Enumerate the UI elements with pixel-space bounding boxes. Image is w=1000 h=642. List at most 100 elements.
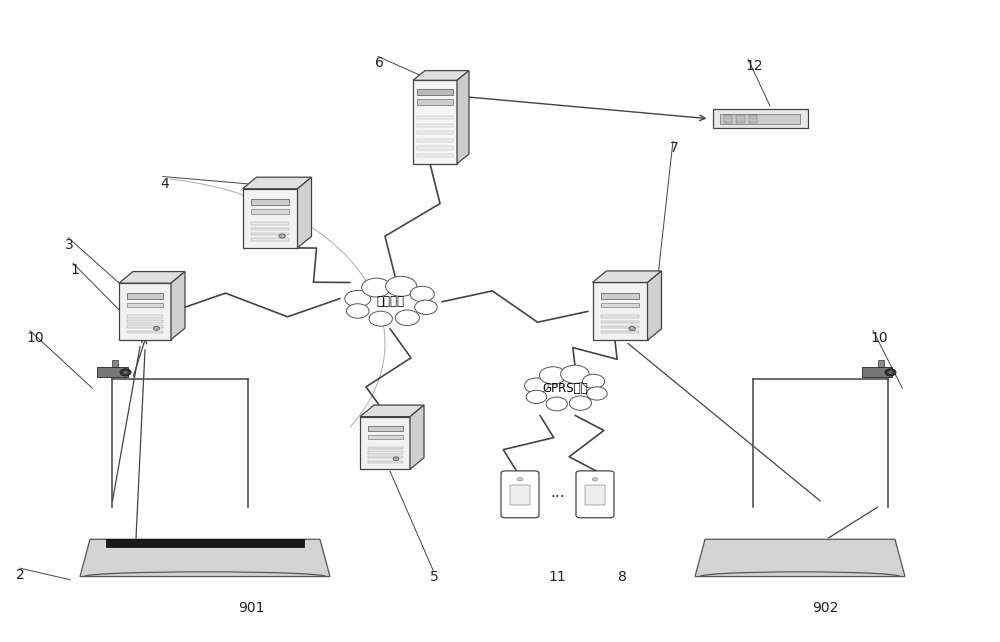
Bar xyxy=(127,315,163,318)
Bar xyxy=(127,320,163,323)
Circle shape xyxy=(569,396,591,410)
Bar xyxy=(736,114,745,123)
Bar xyxy=(592,282,648,340)
Circle shape xyxy=(153,326,160,331)
Bar xyxy=(601,331,639,333)
Bar xyxy=(720,114,800,124)
Bar xyxy=(417,146,453,150)
Circle shape xyxy=(629,327,635,331)
Bar xyxy=(119,283,171,340)
Bar xyxy=(368,451,402,453)
Bar xyxy=(251,209,289,214)
Bar xyxy=(417,89,453,95)
Text: 10: 10 xyxy=(870,331,888,345)
Ellipse shape xyxy=(340,280,440,324)
Circle shape xyxy=(120,369,131,376)
Circle shape xyxy=(386,276,417,297)
Text: 6: 6 xyxy=(375,56,384,71)
Circle shape xyxy=(888,371,893,374)
Bar xyxy=(243,189,298,248)
Bar xyxy=(413,80,457,164)
Polygon shape xyxy=(648,271,662,340)
Polygon shape xyxy=(298,177,312,248)
Circle shape xyxy=(885,369,896,376)
Circle shape xyxy=(539,367,566,384)
Bar xyxy=(585,485,605,505)
Circle shape xyxy=(395,310,419,325)
Polygon shape xyxy=(171,272,185,340)
Polygon shape xyxy=(413,71,469,80)
Text: 7: 7 xyxy=(670,141,679,155)
Bar xyxy=(97,367,128,377)
Circle shape xyxy=(526,390,547,403)
Bar xyxy=(417,99,453,105)
Circle shape xyxy=(583,374,605,388)
Bar xyxy=(749,114,757,123)
Bar xyxy=(601,303,639,307)
Bar xyxy=(112,360,118,369)
Circle shape xyxy=(415,300,437,315)
Bar xyxy=(417,124,453,127)
Polygon shape xyxy=(410,405,424,469)
Circle shape xyxy=(561,365,589,383)
Text: 11: 11 xyxy=(548,570,566,584)
Circle shape xyxy=(279,234,285,238)
Bar xyxy=(862,367,892,377)
Bar xyxy=(251,238,289,241)
Text: 902: 902 xyxy=(812,601,838,615)
Text: 12: 12 xyxy=(745,59,763,73)
Bar xyxy=(601,293,639,299)
Bar xyxy=(417,116,453,119)
Text: 5: 5 xyxy=(430,570,439,584)
Circle shape xyxy=(347,304,369,318)
Text: 8: 8 xyxy=(618,570,627,584)
Text: 4: 4 xyxy=(160,177,169,191)
Bar xyxy=(127,293,163,299)
Polygon shape xyxy=(592,271,662,282)
Bar xyxy=(417,139,453,142)
Bar xyxy=(601,320,639,323)
Circle shape xyxy=(123,371,128,374)
Text: GPRS网络: GPRS网络 xyxy=(542,382,588,395)
Bar xyxy=(127,303,163,307)
Bar xyxy=(251,233,289,236)
Bar xyxy=(251,228,289,230)
Bar xyxy=(368,456,402,458)
Polygon shape xyxy=(80,539,330,577)
Bar xyxy=(878,360,884,369)
Text: 2: 2 xyxy=(16,568,25,582)
Text: ...: ... xyxy=(550,485,565,500)
Text: 901: 901 xyxy=(238,601,264,615)
Text: 3: 3 xyxy=(65,238,74,252)
Circle shape xyxy=(410,286,434,302)
Polygon shape xyxy=(695,539,905,577)
Ellipse shape xyxy=(521,369,609,408)
Text: 1: 1 xyxy=(70,263,79,277)
Circle shape xyxy=(546,397,567,411)
Bar xyxy=(724,114,732,123)
Bar xyxy=(360,417,410,469)
Bar xyxy=(127,331,163,333)
Bar xyxy=(127,325,163,328)
Polygon shape xyxy=(119,272,185,283)
Polygon shape xyxy=(243,177,312,189)
Bar xyxy=(106,539,304,547)
FancyBboxPatch shape xyxy=(501,471,539,517)
Text: 10: 10 xyxy=(26,331,44,345)
Circle shape xyxy=(592,478,598,481)
Bar xyxy=(251,222,289,225)
Bar xyxy=(601,315,639,318)
Bar xyxy=(368,447,402,449)
Bar xyxy=(712,109,808,128)
Circle shape xyxy=(517,478,523,481)
Bar xyxy=(368,426,402,431)
Circle shape xyxy=(587,387,607,400)
Circle shape xyxy=(369,311,392,326)
Bar xyxy=(601,326,639,328)
Polygon shape xyxy=(360,405,424,417)
Bar xyxy=(368,435,402,438)
Bar xyxy=(510,485,530,505)
Circle shape xyxy=(362,278,391,297)
Bar xyxy=(368,461,402,463)
Bar xyxy=(251,200,289,205)
